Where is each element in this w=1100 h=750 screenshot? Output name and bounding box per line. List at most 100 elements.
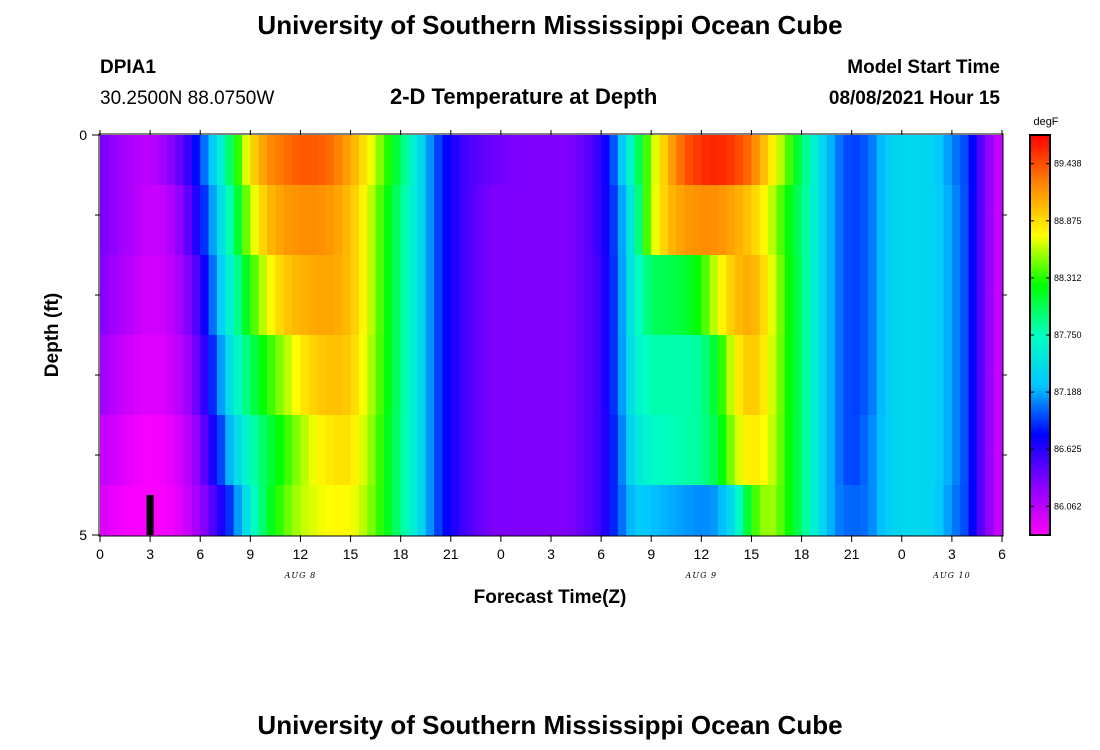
heatmap-cell [759, 415, 769, 486]
heatmap-cell [534, 415, 544, 486]
heatmap-cell [542, 335, 552, 416]
heatmap-cell [734, 185, 744, 256]
heatmap-cell [534, 135, 544, 186]
heatmap-cell [216, 335, 226, 416]
heatmap-cell [609, 255, 619, 336]
heatmap-cell [158, 185, 168, 256]
heatmap-cell [375, 415, 385, 486]
heatmap-cell [726, 135, 736, 186]
heatmap-cell [826, 485, 836, 536]
heatmap-cell [241, 335, 251, 416]
heatmap-cell [317, 415, 327, 486]
heatmap-cell [275, 255, 285, 336]
heatmap-cell [367, 185, 377, 256]
day-label: AUG 10 [932, 571, 971, 580]
heatmap-cell [467, 415, 477, 486]
heatmap-cell [935, 185, 945, 256]
heatmap-cell [667, 135, 677, 186]
heatmap-cell [467, 185, 477, 256]
heatmap-cell [726, 485, 736, 536]
heatmap-cell [993, 415, 1003, 486]
heatmap-cell [267, 255, 276, 336]
heatmap-cell [367, 335, 377, 416]
heatmap-cell [509, 335, 519, 416]
heatmap-cell [267, 485, 276, 536]
heatmap-cell [392, 135, 402, 186]
heatmap-cell [475, 485, 485, 536]
heatmap-cell [885, 335, 895, 416]
heatmap-cell [459, 335, 469, 416]
heatmap-cell [317, 485, 327, 536]
heatmap-cell [951, 415, 961, 486]
heatmap-cell [275, 135, 285, 186]
heatmap-cell [150, 335, 160, 416]
heatmap-cell [935, 255, 945, 336]
heatmap-cell [417, 135, 427, 186]
heatmap-cell [467, 335, 477, 416]
heatmap-cell [308, 135, 318, 186]
station-id: DPIA1 [100, 57, 156, 78]
heatmap-cell [868, 415, 878, 486]
heatmap-cell [425, 335, 435, 416]
heatmap-cell [801, 415, 811, 486]
heatmap-cell [709, 255, 719, 336]
heatmap-cell [250, 335, 260, 416]
heatmap-cell [659, 415, 669, 486]
heatmap-cell [450, 335, 460, 416]
heatmap-cell [492, 415, 502, 486]
heatmap-cell [467, 135, 477, 186]
heatmap-cell [926, 415, 936, 486]
heatmap-cell [417, 185, 427, 256]
heatmap-cell [776, 135, 786, 186]
heatmap-cell [926, 485, 936, 536]
heatmap-cell [726, 255, 736, 336]
heatmap-cell [784, 135, 794, 186]
heatmap-cell [500, 135, 510, 186]
heatmap-cell [968, 255, 978, 336]
heatmap-cell [308, 415, 318, 486]
heatmap-cell [793, 135, 803, 186]
heatmap-cell [116, 335, 126, 416]
heatmap-cell [759, 335, 769, 416]
heatmap-cell [968, 335, 978, 416]
heatmap-cell [100, 185, 109, 256]
heatmap-cell [985, 415, 995, 486]
heatmap-cell [901, 335, 911, 416]
heatmap-cell [976, 135, 986, 186]
heatmap-cell [183, 415, 193, 486]
heatmap-cell [183, 485, 193, 536]
heatmap-cell [843, 185, 853, 256]
heatmap-cell [868, 335, 878, 416]
heatmap-cell [801, 255, 811, 336]
heatmap-cell [317, 185, 327, 256]
heatmap-cell [659, 485, 669, 536]
heatmap-cell [150, 255, 160, 336]
heatmap-cell [626, 415, 636, 486]
heatmap-cell [834, 135, 844, 186]
heatmap-cell [208, 335, 218, 416]
heatmap-cell [626, 185, 636, 256]
heatmap-cell [901, 485, 911, 536]
heatmap-cell [442, 415, 452, 486]
x-tick-label: 0 [497, 546, 505, 562]
heatmap-cell [768, 415, 778, 486]
heatmap-cell [225, 485, 235, 536]
heatmap-cell [484, 185, 494, 256]
heatmap-cell [851, 255, 861, 336]
heatmap-cell [141, 135, 151, 186]
colorbar-label: 87.188 [1054, 387, 1082, 397]
heatmap-cell [108, 415, 118, 486]
model-start-value: 08/08/2021 Hour 15 [828, 88, 1000, 109]
heatmap-cell [885, 185, 895, 256]
heatmap-cell [851, 135, 861, 186]
heatmap-cell [626, 135, 636, 186]
heatmap-cell [417, 255, 427, 336]
heatmap-cell [166, 185, 176, 256]
heatmap-cell [100, 135, 109, 186]
heatmap-cell [901, 135, 911, 186]
heatmap-cells [100, 135, 1003, 536]
heatmap-cell [225, 185, 235, 256]
x-tick-label: 3 [948, 546, 956, 562]
colorbar-unit: degF [1033, 116, 1058, 128]
heatmap-cell [108, 335, 118, 416]
